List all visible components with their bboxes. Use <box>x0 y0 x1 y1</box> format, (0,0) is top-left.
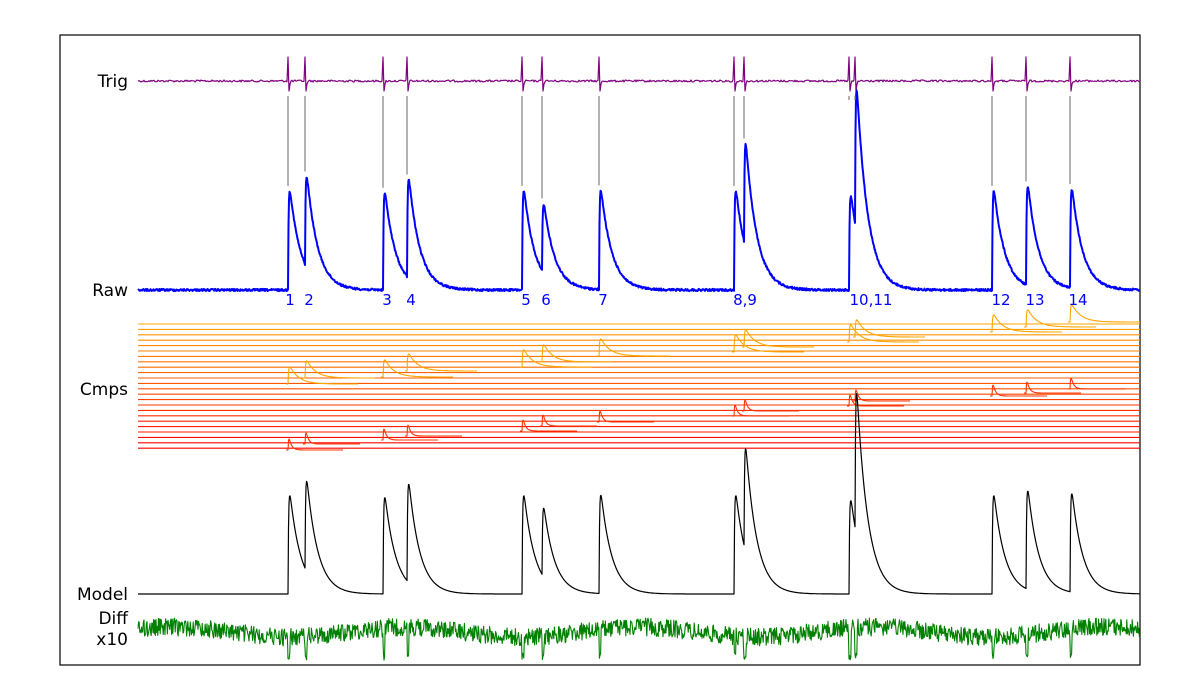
component-transient <box>539 414 598 427</box>
event-number-label: 2 <box>304 291 314 309</box>
component-transient <box>1067 377 1126 390</box>
row-label-diff: x10 <box>96 630 128 650</box>
component-transient <box>731 404 790 417</box>
event-number-label: 12 <box>991 291 1010 309</box>
event-number-label: 14 <box>1068 291 1087 309</box>
diff-trace <box>137 617 1140 661</box>
event-number-label: 8,9 <box>733 291 757 309</box>
event-number-label: 1 <box>285 291 295 309</box>
component-transient <box>302 360 376 379</box>
component-transient <box>1023 309 1097 328</box>
component-transient <box>380 428 439 441</box>
model-trace <box>137 393 1141 595</box>
row-label-trig: Trig <box>97 72 128 92</box>
component-transient <box>989 384 1048 397</box>
component-transient <box>404 353 478 372</box>
component-transient <box>404 424 463 437</box>
event-number-label: 13 <box>1025 291 1044 309</box>
component-transient <box>741 399 800 412</box>
component-transient <box>846 324 920 343</box>
component-transient <box>285 366 359 385</box>
event-number-label: 4 <box>406 291 416 309</box>
component-transient <box>1067 304 1141 323</box>
trig-trace <box>137 56 1141 92</box>
component-transient <box>539 344 613 363</box>
component-transient <box>989 314 1063 333</box>
event-labels-group: 1 2 3 4 5 6 7 8,9 10,11 12 13 14 <box>285 291 1087 309</box>
component-transient <box>302 432 361 445</box>
event-number-label: 6 <box>541 291 551 309</box>
component-transient <box>285 438 344 451</box>
component-transient <box>741 329 815 348</box>
traces-group <box>137 56 1141 661</box>
component-transient <box>596 338 670 357</box>
component-transient <box>519 419 578 432</box>
component-transient <box>852 389 911 402</box>
component-transient <box>852 319 926 338</box>
event-number-label: 5 <box>521 291 531 309</box>
event-number-label: 7 <box>598 291 608 309</box>
component-transient <box>1023 381 1082 394</box>
component-transient <box>596 410 655 423</box>
row-label-raw: Raw <box>92 281 128 301</box>
event-number-label: 3 <box>382 291 392 309</box>
row-label-diff: Diff <box>98 609 129 629</box>
raw-trace <box>137 89 1141 293</box>
plot-frame <box>59 34 1141 666</box>
row-label-cmps: Cmps <box>80 380 128 400</box>
event-number-label: 10,11 <box>850 291 893 309</box>
component-transient <box>519 349 593 368</box>
component-transient <box>380 359 454 378</box>
row-label-model: Model <box>77 585 128 605</box>
